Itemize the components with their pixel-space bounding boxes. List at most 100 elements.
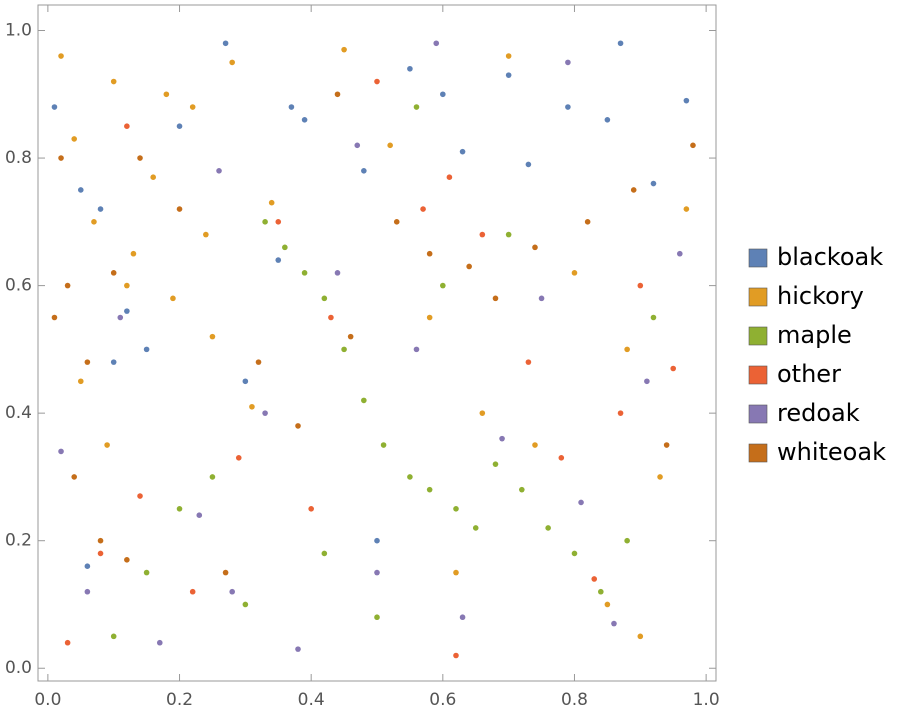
x-tick-label: 0.4 (298, 690, 325, 710)
point (361, 397, 367, 404)
point (84, 588, 91, 595)
legend-label: blackoak (777, 243, 883, 271)
point (156, 639, 163, 646)
point (341, 346, 347, 353)
point (644, 378, 650, 385)
point (189, 104, 196, 110)
point (591, 576, 598, 582)
point (545, 525, 551, 531)
point (413, 346, 420, 353)
legend-swatch (748, 287, 768, 307)
y-tick-label: 0.8 (5, 148, 32, 168)
point (301, 270, 308, 276)
point (604, 116, 611, 123)
point (163, 91, 170, 98)
point (242, 378, 249, 385)
point (380, 442, 387, 448)
point (453, 652, 459, 659)
point (229, 59, 235, 66)
point (124, 308, 130, 314)
point (124, 123, 130, 129)
point (288, 104, 295, 110)
point (492, 461, 499, 467)
point (222, 40, 229, 47)
point (64, 282, 71, 289)
point (84, 563, 91, 570)
point (650, 180, 657, 187)
point (97, 206, 104, 212)
point (505, 72, 512, 78)
x-tick-label: 0.8 (561, 690, 588, 710)
point (374, 569, 380, 576)
point (58, 155, 64, 161)
x-tick-label: 1.0 (693, 690, 720, 710)
point (505, 53, 512, 59)
point (446, 174, 453, 180)
point (598, 588, 604, 595)
point (624, 346, 630, 353)
point (657, 474, 663, 480)
point (407, 65, 413, 72)
point (321, 295, 328, 302)
point (683, 97, 690, 104)
y-tick-label: 0.4 (5, 403, 32, 423)
point (459, 148, 466, 155)
point (472, 525, 479, 531)
point (519, 486, 525, 493)
point (275, 257, 282, 263)
point (249, 403, 255, 410)
point (374, 537, 380, 544)
point (97, 550, 104, 557)
point (637, 282, 644, 289)
point (499, 435, 505, 442)
point (189, 588, 196, 595)
point (611, 620, 617, 627)
legend-swatch (748, 248, 768, 268)
point (124, 557, 130, 563)
point (170, 295, 176, 302)
point (130, 250, 137, 257)
point (630, 187, 637, 193)
y-tick-label: 0.2 (5, 531, 32, 551)
point (459, 614, 466, 621)
point (341, 46, 347, 53)
point (295, 646, 301, 652)
point (453, 569, 459, 576)
point (374, 78, 380, 85)
point (58, 448, 64, 455)
point (420, 206, 426, 212)
point (440, 282, 446, 289)
point (209, 333, 216, 340)
point (387, 142, 393, 149)
point (77, 378, 84, 385)
point (334, 91, 341, 98)
legend-label: redoak (777, 399, 860, 427)
point (91, 219, 97, 225)
point (71, 136, 78, 142)
y-tick-label: 0.6 (5, 276, 32, 296)
x-tick-label: 0.0 (34, 690, 61, 710)
point (196, 512, 203, 518)
point (393, 219, 400, 225)
point (361, 168, 367, 174)
point (176, 123, 183, 129)
point (282, 244, 288, 251)
point (295, 423, 301, 429)
plot-frame (37, 4, 717, 682)
point (426, 486, 433, 493)
legend-label: whiteoak (777, 438, 886, 466)
point (235, 454, 242, 461)
point (301, 116, 308, 123)
point (532, 244, 538, 251)
x-tick-label: 0.2 (166, 690, 193, 710)
point (308, 506, 314, 512)
point (110, 270, 117, 276)
point (150, 174, 156, 180)
point (51, 314, 58, 321)
point (650, 314, 657, 321)
point (84, 359, 91, 365)
y-tick-label: 0.0 (5, 658, 32, 678)
point (670, 365, 677, 372)
point (617, 410, 624, 416)
